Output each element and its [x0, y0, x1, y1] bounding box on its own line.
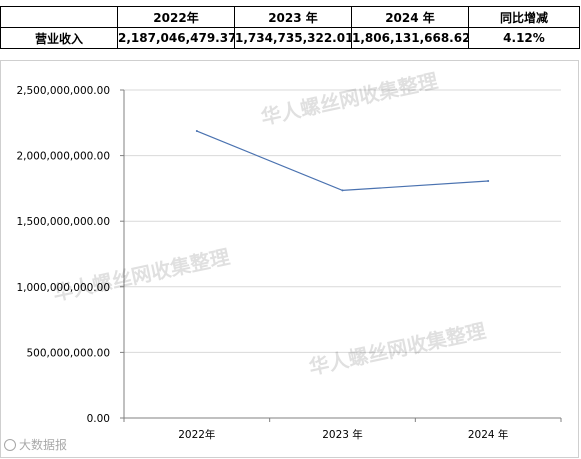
line-chart: 0.00 500,000,000.00 1,000,000,000.00 1,500,… [16, 85, 562, 441]
data-point [487, 180, 490, 183]
series-line [196, 130, 489, 192]
y-tick-label: 1,000,000,000.00 [16, 282, 110, 294]
y-tick-label: 500,000,000.00 [27, 347, 111, 359]
x-tick-label: 2024 年 [468, 428, 509, 441]
y-tick-label: 0.00 [87, 413, 110, 425]
table-cell-2023: 1,734,735,322.01 [234, 27, 352, 49]
x-tick-label: 2022年 [178, 428, 215, 441]
table-header-corner [0, 6, 118, 28]
table-header-2023: 2023 年 [234, 6, 352, 28]
y-tick-label: 1,500,000,000.00 [16, 216, 110, 228]
table-cell-2024: 1,806,131,668.62 [351, 27, 469, 49]
logo-icon [4, 438, 16, 451]
watermark-logo-text: 大数据报 [19, 438, 68, 452]
table-cell-yoy: 4.12% [468, 27, 580, 49]
table-header-row: 2022年 2023 年 2024 年 同比增减 [0, 6, 580, 28]
y-tick-label: 2,000,000,000.00 [16, 151, 110, 163]
table-row-label: 营业收入 [0, 27, 118, 49]
x-tick-label: 2023 年 [322, 428, 363, 441]
watermark-logo: 大数据报 [4, 436, 67, 453]
revenue-summary-table: 2022年 2023 年 2024 年 同比增减 营业收入 2,187,046,… [0, 6, 580, 49]
table-header-2024: 2024 年 [351, 6, 469, 28]
table-header-yoy: 同比增减 [468, 6, 580, 28]
data-point [195, 130, 198, 133]
y-tick-label: 2,500,000,000.00 [16, 85, 110, 97]
data-point [341, 189, 344, 192]
chart-container: 0.00 500,000,000.00 1,000,000,000.00 1,500,… [0, 60, 579, 458]
table-row: 营业收入 2,187,046,479.37 1,734,735,322.01 1… [0, 27, 580, 49]
table-cell-2022: 2,187,046,479.37 [117, 27, 235, 49]
table-header-2022: 2022年 [117, 6, 235, 28]
